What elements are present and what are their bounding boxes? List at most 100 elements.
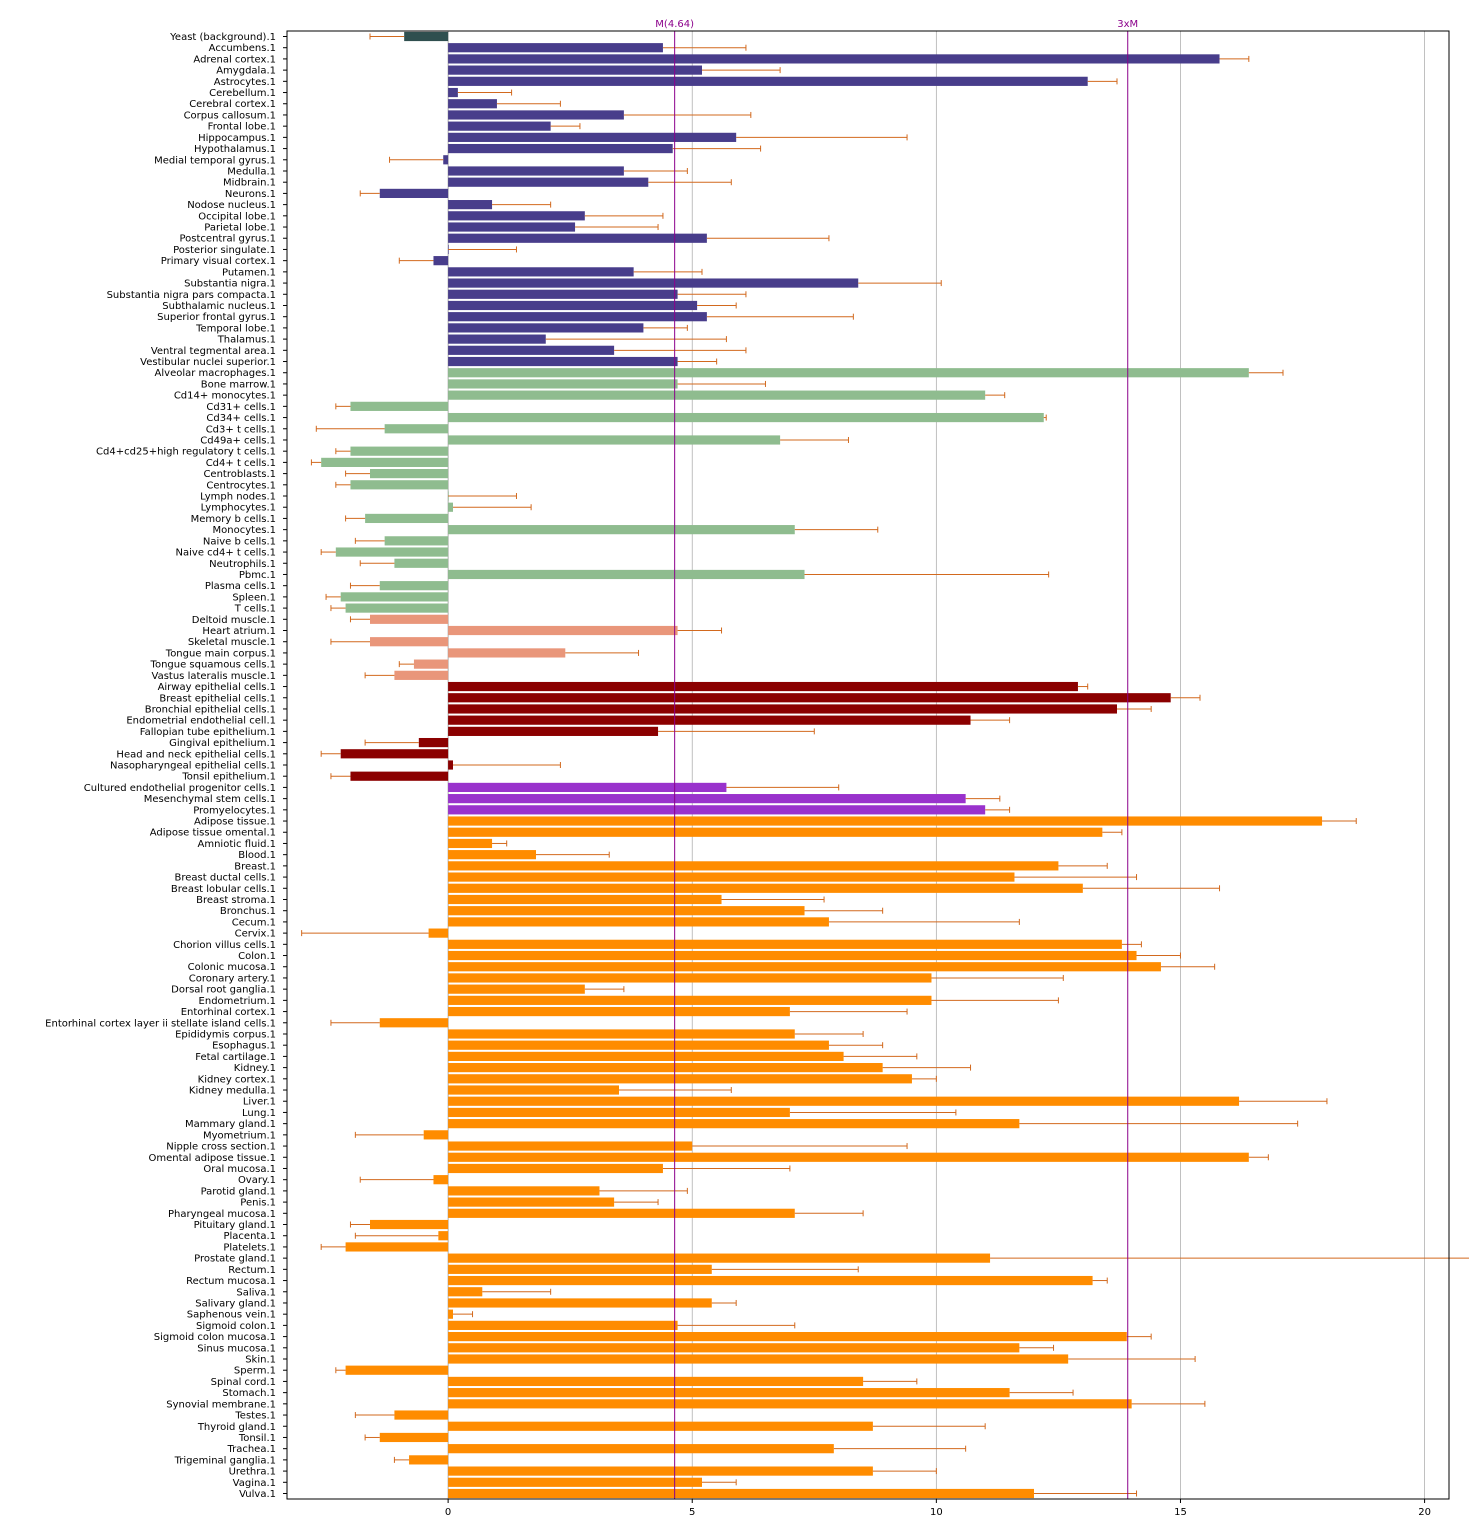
bar-gingival-epithelium-1 [418,737,449,748]
bar-trigeminal-ganglia-1 [409,1455,449,1465]
bar-airway-epithelial-cells-1 [448,681,1078,692]
category-label: Dorsal root ganglia.1 [171,985,276,996]
category-label: Saphenous vein.1 [187,1310,276,1321]
category-label: Deltoid muscle.1 [192,615,276,626]
bar-hypothalamus-1 [448,143,673,154]
category-label: Saliva.1 [236,1287,276,1298]
bar-ovary-1 [433,1175,449,1185]
category-label: Pharyngeal mucosa.1 [168,1209,276,1220]
category-label: Cultured endothelial progenitor cells.1 [84,783,276,794]
category-label: Pbmc.1 [239,570,276,581]
bar-thalamus-1 [448,334,546,344]
bar-parotid-gland-1 [448,1186,600,1196]
bar-nipple-cross-section-1 [448,1141,693,1151]
category-label: Parietal lobe.1 [204,223,276,234]
category-label: Rectum.1 [228,1265,276,1276]
bar-blood-1 [448,850,536,860]
category-label: Cd34+ cells.1 [206,413,276,424]
category-label: Lymphocytes.1 [201,503,276,514]
bar-cerebral-cortex-1 [448,99,497,109]
bar-omental-adipose-tissue-1 [448,1152,1249,1162]
bar-sperm-1 [345,1365,449,1375]
bar-adipose-tissue-omental-1 [448,827,1103,837]
category-label: Putamen.1 [222,267,276,278]
category-label: Amygdala.1 [216,66,276,77]
bar-primary-visual-cortex-1 [433,256,449,266]
category-label: Endometrium.1 [199,996,276,1007]
bar-dorsal-root-ganglia-1 [448,984,585,994]
category-label: Frontal lobe.1 [208,122,276,133]
bar-salivary-gland-1 [448,1298,712,1308]
category-label: Sigmoid colon.1 [196,1321,276,1332]
bar-breast-lobular-cells-1 [448,883,1083,893]
category-label: Esophagus.1 [212,1041,276,1052]
category-label: T cells.1 [234,604,276,615]
bar-breast-epithelial-cells-1 [448,693,1171,703]
bar-coronary-artery-1 [448,973,932,983]
category-label: Kidney.1 [234,1063,276,1074]
category-label: Cervix.1 [235,929,276,940]
category-label: Medial temporal gyrus.1 [154,155,276,166]
category-label: Kidney medulla.1 [189,1086,276,1097]
bar-fallopian-tube-epithelium-1 [448,726,659,736]
category-label: Adrenal cortex.1 [193,54,276,65]
bar-colon-1 [448,950,1137,961]
category-label: Breast stroma.1 [196,895,276,906]
category-label: Cerebral cortex.1 [189,99,276,110]
bar-neurons-1 [379,188,449,199]
bar-cd31-cells-1 [350,401,449,411]
category-label: Oral mucosa.1 [203,1164,276,1175]
category-label: Entorhinal cortex.1 [181,1007,276,1018]
x-tick-label: 0 [445,1507,451,1518]
category-label: Fetal cartilage.1 [195,1052,276,1063]
bar-naive-b-cells-1 [384,536,449,546]
bar-pharyngeal-mucosa-1 [448,1208,795,1218]
bar-kidney-medulla-1 [448,1085,619,1095]
category-label: Endometrial endothelial cell.1 [126,716,276,727]
bar-spinal-cord-1 [448,1376,864,1387]
bar-putamen-1 [448,267,634,277]
category-label: Urethra.1 [229,1467,276,1478]
category-label: Yeast (background).1 [169,32,276,43]
bar-liver-1 [448,1096,1240,1106]
category-label: Substantia nigra.1 [184,279,276,290]
bar-tonsil-1 [379,1432,449,1443]
category-label: Neurons.1 [225,189,276,200]
category-label: Lung.1 [242,1108,276,1119]
bar-neutrophils-1 [394,558,449,568]
error-bars [301,33,1469,1497]
bar-rectum-mucosa-1 [448,1275,1093,1286]
category-label: Bronchus.1 [220,906,276,917]
bar-postcentral-gyrus-1 [448,233,707,243]
bar-entorhinal-cortex-1 [448,1006,790,1017]
category-label: Cd4+cd25+high regulatory t cells.1 [96,447,276,458]
bar-endometrium-1 [448,995,932,1005]
category-label: Accumbens.1 [209,43,276,54]
category-label: Gingival epithelium.1 [169,738,276,749]
category-label: Vulva.1 [239,1489,276,1500]
category-label: Substantia nigra pars compacta.1 [107,290,276,301]
category-label: Temporal lobe.1 [195,323,276,334]
category-label: Monocytes.1 [213,525,276,536]
category-label: Myometrium.1 [203,1130,276,1141]
category-label: Chorion villus cells.1 [173,940,276,951]
bar-hippocampus-1 [448,132,737,142]
category-label: Breast lobular cells.1 [171,884,276,895]
category-label: Alveolar macrophages.1 [155,368,276,379]
bar-skin-1 [448,1354,1069,1364]
bar-trachea-1 [448,1444,834,1454]
bar-accumbens-1 [448,43,663,53]
category-label: Cd14+ monocytes.1 [174,391,276,402]
category-label: Airway epithelial cells.1 [158,682,276,693]
bar-colonic-mucosa-1 [448,962,1161,972]
bar-bone-marrow-1 [448,379,678,389]
bar-alveolar-macrophages-1 [448,368,1249,378]
category-label: Neutrophils.1 [209,559,276,570]
bar-sinus-mucosa-1 [448,1343,1020,1353]
bar-mammary-gland-1 [448,1119,1020,1129]
category-label: Cd31+ cells.1 [206,402,276,413]
bar-lymphocytes-1 [448,502,453,512]
category-label: Kidney cortex.1 [198,1074,276,1085]
category-label: Spleen.1 [232,592,276,603]
category-label: Astrocytes.1 [214,77,276,88]
